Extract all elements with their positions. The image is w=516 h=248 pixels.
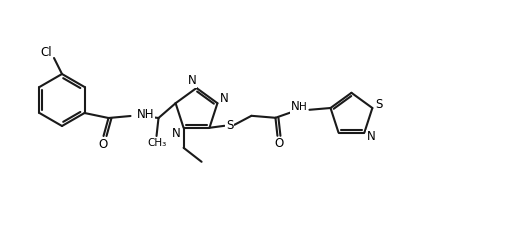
Text: NH: NH: [137, 107, 154, 121]
Text: S: S: [226, 119, 233, 132]
Text: Cl: Cl: [40, 45, 52, 59]
Text: N: N: [291, 100, 300, 113]
Text: N: N: [188, 74, 197, 88]
Text: S: S: [376, 97, 383, 111]
Text: O: O: [98, 137, 107, 151]
Text: N: N: [367, 130, 376, 143]
Text: CH₃: CH₃: [147, 138, 166, 148]
Text: N: N: [220, 92, 229, 105]
Text: H: H: [299, 102, 307, 112]
Text: N: N: [172, 127, 181, 140]
Text: O: O: [275, 137, 284, 150]
